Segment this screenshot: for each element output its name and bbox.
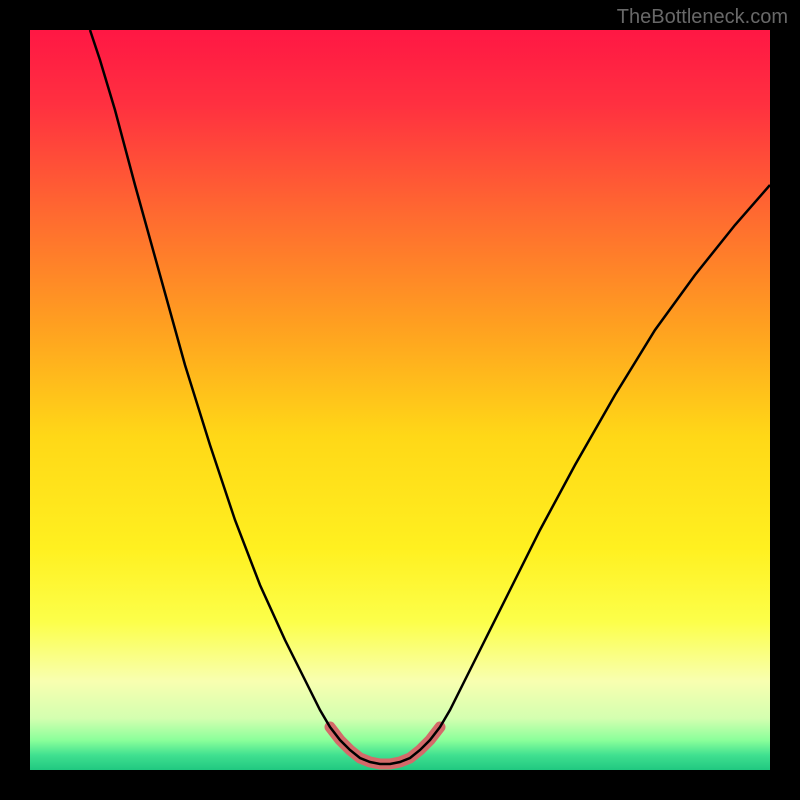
watermark-text: TheBottleneck.com	[617, 6, 788, 29]
bottleneck-curve-chart	[30, 30, 770, 770]
plot-area	[30, 30, 770, 770]
bottleneck-curve	[90, 30, 770, 764]
